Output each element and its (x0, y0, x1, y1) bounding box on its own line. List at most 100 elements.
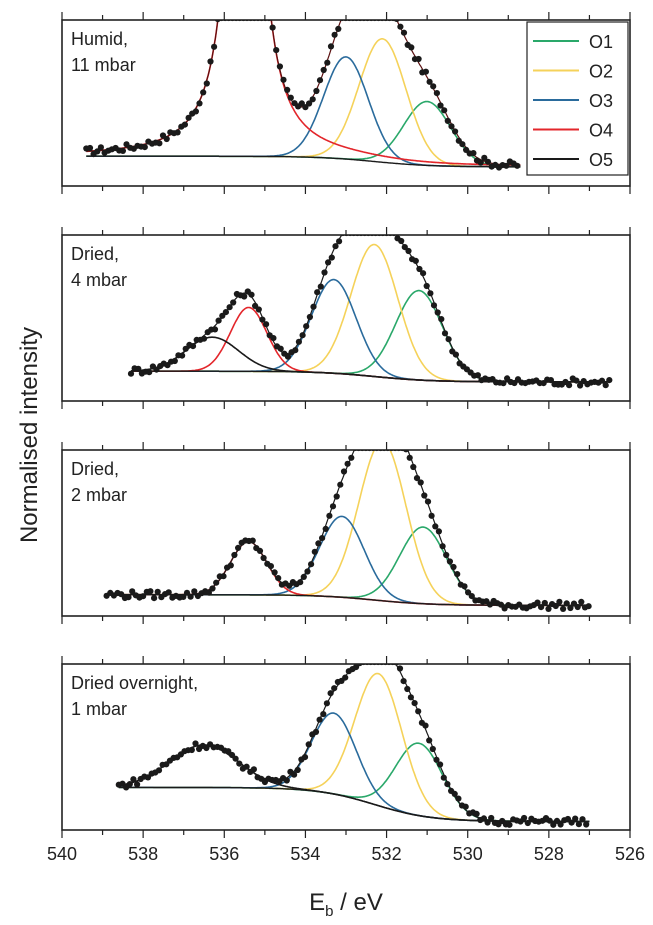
data-point (332, 243, 339, 250)
data-point (400, 678, 407, 685)
data-point (209, 585, 216, 592)
data-point (430, 302, 438, 309)
data-point (575, 821, 583, 828)
data-point (437, 102, 444, 109)
data-point (263, 321, 270, 328)
data-point (337, 481, 344, 488)
data-point (452, 351, 459, 358)
data-point (310, 303, 317, 310)
data-point (405, 247, 412, 255)
data-point (319, 535, 326, 542)
data-point (222, 309, 229, 316)
x-axis-label-main: E (309, 889, 325, 916)
data-point (550, 821, 557, 828)
data-point (191, 588, 198, 595)
panel-1: Humid, 11 mbar (61, 12, 631, 194)
data-point (545, 605, 552, 613)
data-point (213, 579, 220, 586)
panel-plot-area (115, 664, 590, 828)
panel-3: Dried, 2 mbar (61, 442, 631, 624)
data-point (259, 316, 266, 323)
legend-label-O3: O3 (589, 91, 613, 111)
data-point (260, 554, 267, 562)
x-axis-label: Eb / eV (309, 889, 383, 920)
data-point (443, 551, 450, 559)
data-point (333, 493, 340, 500)
data-point (430, 83, 437, 90)
data-point (320, 711, 327, 718)
data-point (441, 330, 449, 337)
legend-label-O2: O2 (589, 62, 613, 82)
data-point (567, 604, 574, 612)
data-point (410, 463, 417, 471)
data-point (227, 562, 234, 569)
data-point (275, 575, 282, 582)
data-point (421, 492, 428, 499)
data-point (151, 595, 158, 602)
data-point (316, 716, 323, 723)
data-point (192, 108, 199, 115)
data-point (353, 664, 360, 671)
data-point (147, 588, 154, 595)
data-point (309, 96, 316, 103)
data-point (563, 600, 570, 607)
data-point (304, 568, 311, 575)
data-point (331, 31, 338, 38)
data-point (470, 150, 477, 157)
data-point (408, 44, 415, 51)
x-tick-label: 526 (615, 844, 645, 864)
data-point (256, 547, 264, 555)
data-point (230, 299, 237, 306)
data-point (329, 503, 337, 510)
data-point (356, 664, 363, 667)
data-point (211, 43, 218, 50)
data-point (424, 498, 432, 505)
data-point (417, 479, 424, 486)
y-axis-label: Normalised intensity (16, 327, 43, 543)
data-point (427, 290, 434, 297)
data-point (426, 78, 433, 85)
data-point (134, 781, 141, 788)
component-O1 (118, 742, 590, 823)
x-tick-label: 536 (209, 844, 239, 864)
component-O5 (118, 744, 590, 823)
data-point (188, 746, 195, 754)
data-point (598, 377, 606, 384)
data-point (163, 135, 170, 143)
data-point (185, 114, 192, 121)
data-point (560, 605, 567, 613)
data-point (433, 90, 440, 97)
data-point (231, 551, 238, 559)
data-point (232, 755, 239, 762)
data-point (602, 382, 609, 389)
data-point (269, 24, 276, 31)
data-point (422, 722, 429, 729)
data-point (200, 89, 207, 96)
data-point (577, 382, 584, 389)
component-O2 (106, 450, 590, 607)
component-O3 (118, 712, 590, 823)
panel-2: Dried, 4 mbar (61, 227, 631, 409)
data-point (585, 603, 592, 610)
data-point (174, 129, 181, 136)
data-point (452, 128, 459, 135)
panel-label-line1: Dried, (71, 459, 119, 479)
data-point (292, 347, 299, 354)
data-point (573, 377, 580, 384)
data-point (534, 599, 541, 606)
data-point (129, 588, 136, 595)
x-tick-label: 530 (453, 844, 483, 864)
data-point (180, 593, 187, 601)
data-point (235, 544, 242, 552)
panel-label-line1: Humid, (71, 29, 128, 49)
data-point (583, 821, 590, 828)
component-O3 (106, 515, 590, 607)
data-point (165, 589, 172, 596)
data-point (179, 352, 186, 359)
data-point (135, 365, 142, 372)
data-point (445, 336, 452, 343)
data-point (284, 86, 291, 93)
data-point (538, 604, 545, 611)
data-point (415, 55, 422, 63)
data-point (340, 468, 348, 475)
